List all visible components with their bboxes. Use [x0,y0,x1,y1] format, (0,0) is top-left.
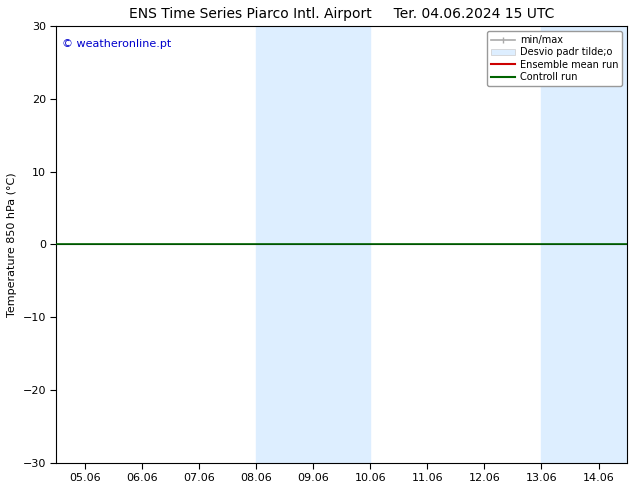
Legend: min/max, Desvio padr tilde;o, Ensemble mean run, Controll run: min/max, Desvio padr tilde;o, Ensemble m… [487,31,622,86]
Title: ENS Time Series Piarco Intl. Airport     Ter. 04.06.2024 15 UTC: ENS Time Series Piarco Intl. Airport Ter… [129,7,554,21]
Bar [541,26,627,463]
Y-axis label: Temperature 850 hPa (°C): Temperature 850 hPa (°C) [7,172,17,317]
Bar [256,26,370,463]
Text: © weatheronline.pt: © weatheronline.pt [62,39,171,49]
